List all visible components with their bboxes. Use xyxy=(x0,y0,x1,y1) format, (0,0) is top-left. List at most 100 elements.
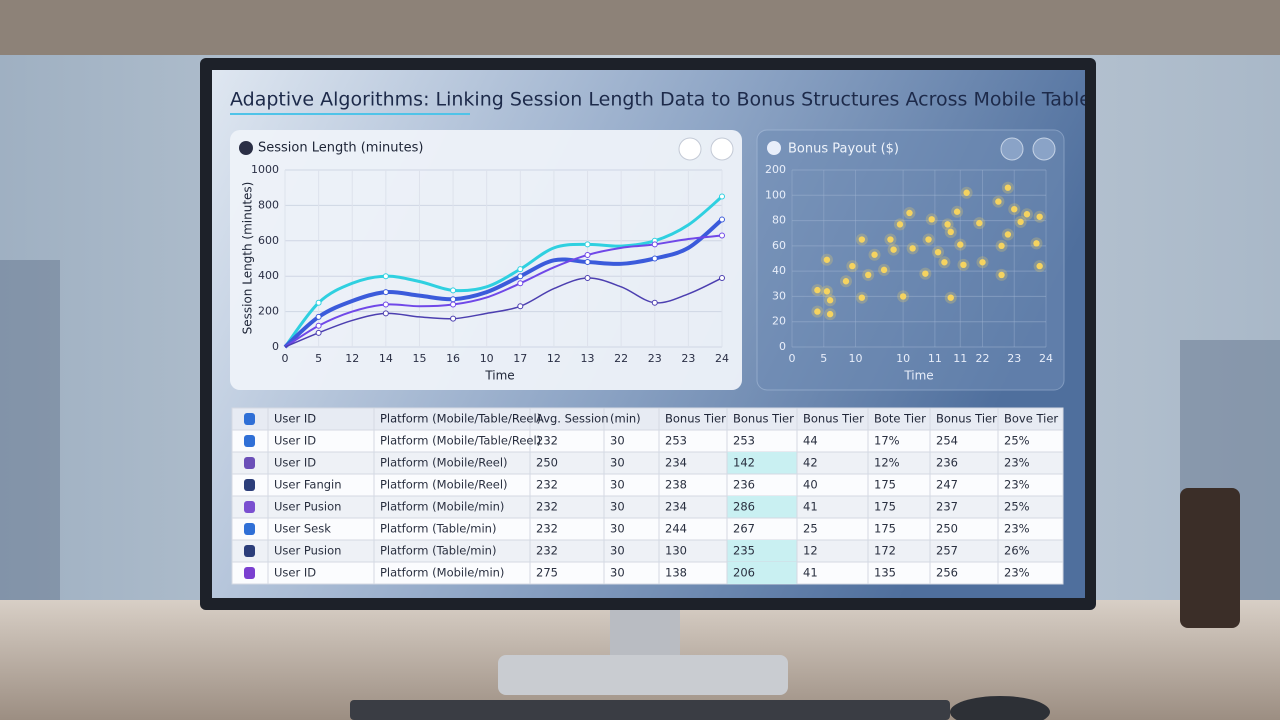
table-cell: 232 xyxy=(536,544,558,558)
table-cell: 23% xyxy=(1004,478,1030,492)
table-cell: 256 xyxy=(936,566,958,580)
table-cell: Platform (Table/min) xyxy=(380,522,496,536)
x-tick-label: 0 xyxy=(789,352,796,365)
scatter-point xyxy=(944,221,951,228)
monitor-base xyxy=(498,655,788,695)
x-tick-label: 16 xyxy=(446,352,460,365)
y-tick-label: 200 xyxy=(765,163,786,176)
table-cell: 253 xyxy=(733,434,755,448)
data-point xyxy=(315,322,322,329)
table-cell: 235 xyxy=(733,544,755,558)
scatter-point xyxy=(979,259,986,266)
scatter-point xyxy=(842,278,850,285)
scatter-point xyxy=(871,251,878,258)
table-cell: 257 xyxy=(936,544,958,558)
data-point xyxy=(651,299,658,306)
y-tick-label: 0 xyxy=(779,340,786,353)
table-cell: 12% xyxy=(874,456,900,470)
data-point xyxy=(517,273,524,280)
x-tick-label: 0 xyxy=(282,352,289,365)
table-cell: 30 xyxy=(610,434,625,448)
table-cell: 42 xyxy=(803,456,818,470)
table-cell: User Pusion xyxy=(274,500,341,514)
table-cell: 175 xyxy=(874,478,896,492)
header-cell: Platform (Mobile/Table/Reel) xyxy=(380,412,541,426)
x-tick-label: 23 xyxy=(1007,352,1021,365)
y-tick-label: 200 xyxy=(258,305,279,318)
scatter-point xyxy=(865,271,872,279)
scatter-point xyxy=(849,262,856,270)
table-cell: 12 xyxy=(803,544,818,558)
scatter-point xyxy=(925,236,932,243)
table-cell: 234 xyxy=(665,456,687,470)
scatter-point xyxy=(880,266,888,274)
table-cell: Platform (Mobile/min) xyxy=(380,566,504,580)
chart-panel xyxy=(756,129,1065,391)
scatter-point xyxy=(899,293,907,300)
mouse xyxy=(950,696,1050,720)
scatter-point xyxy=(896,221,904,228)
table-cell: 236 xyxy=(733,478,755,492)
x-tick-label: 14 xyxy=(379,352,393,365)
row-icon xyxy=(244,501,255,513)
x-tick-label: 15 xyxy=(412,352,426,365)
table-cell: 234 xyxy=(665,500,687,514)
y-tick-label: 600 xyxy=(258,234,279,247)
table-cell: 275 xyxy=(536,566,558,580)
page-title: Adaptive Algorithms: Linking Session Len… xyxy=(230,89,1214,111)
title-underline xyxy=(230,113,470,115)
scatter-point xyxy=(998,242,1005,250)
data-point xyxy=(517,280,524,287)
cell-highlight xyxy=(727,562,797,584)
y-tick-label: 80 xyxy=(772,214,786,227)
table-cell: 172 xyxy=(874,544,896,558)
data-point xyxy=(450,301,457,308)
scatter-point xyxy=(947,228,954,236)
scatter-point xyxy=(826,310,834,318)
monitor-stand xyxy=(610,605,680,663)
more-button[interactable] xyxy=(1032,137,1056,161)
data-point xyxy=(450,296,457,303)
building xyxy=(0,260,60,600)
scatter-point xyxy=(887,236,894,243)
y-axis-label: Session Length (minutes) xyxy=(241,182,255,335)
scatter-point xyxy=(823,288,831,295)
table-cell: 175 xyxy=(874,500,896,514)
scatter-point xyxy=(941,259,948,266)
search-button[interactable] xyxy=(678,137,702,161)
scatter-point xyxy=(1036,213,1043,220)
data-point xyxy=(315,299,322,306)
table-cell: 267 xyxy=(733,522,755,536)
table-cell: 30 xyxy=(610,478,625,492)
x-tick-label: 13 xyxy=(581,352,595,365)
table-cell: User Pusion xyxy=(274,544,341,558)
table-cell: 41 xyxy=(803,500,818,514)
table-cell: 237 xyxy=(936,500,958,514)
table-cell: 30 xyxy=(610,522,625,536)
cell-highlight xyxy=(727,496,797,518)
scatter-point xyxy=(858,294,866,301)
y-tick-label: 100 xyxy=(765,188,786,201)
x-tick-label: 11 xyxy=(953,352,967,365)
table-cell: 138 xyxy=(665,566,687,580)
table-cell: 41 xyxy=(803,566,818,580)
row-icon xyxy=(244,545,255,557)
table-cell: 44 xyxy=(803,434,818,448)
data-point xyxy=(651,241,658,248)
data-point xyxy=(382,301,389,308)
more-button[interactable] xyxy=(710,137,734,161)
x-tick-label: 10 xyxy=(480,352,494,365)
header-cell: Avg. Session xyxy=(536,412,609,426)
scatter-point xyxy=(826,297,834,304)
data-point xyxy=(382,310,389,317)
x-tick-label: 23 xyxy=(681,352,695,365)
search-button[interactable] xyxy=(1000,137,1024,161)
table-cell: User Sesk xyxy=(274,522,331,536)
table-cell: Platform (Table/min) xyxy=(380,544,496,558)
scatter-point xyxy=(995,198,1002,205)
y-tick-label: 40 xyxy=(772,264,786,277)
x-tick-label: 24 xyxy=(715,352,729,365)
data-point xyxy=(584,241,591,248)
scatter-point xyxy=(1011,205,1018,213)
